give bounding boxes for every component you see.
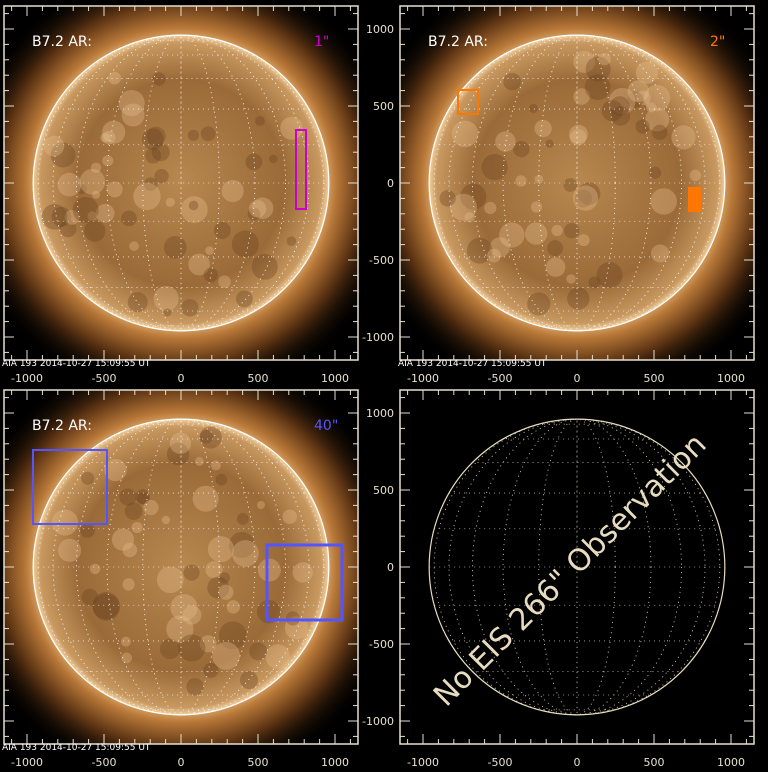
x-tick-label: -1000 (407, 756, 439, 768)
x-tick-label: 1000 (717, 372, 745, 385)
y-tick-label: -1000 (362, 331, 394, 344)
image-footer: AIA 193 2014-10-27 15:09:55 UT (2, 743, 151, 753)
panel-1: -1000 -500 0 500 1000 B7.2 AR: 1" AIA 193 2014-… (0, 0, 403, 405)
x-tick-label: -500 (488, 372, 513, 385)
x-tick-label: 500 (248, 372, 269, 385)
panel-label: B7.2 AR: (428, 34, 488, 50)
x-tick-label: 0 (574, 372, 581, 385)
sun-image (0, 0, 403, 405)
image-footer: AIA 193 2014-10-27 15:09:55 UT (398, 359, 547, 369)
x-tick-label: 500 (644, 372, 665, 385)
y-tick-label: 1000 (366, 23, 394, 36)
x-tick-label: -500 (488, 756, 513, 768)
y-tick-label: 500 (373, 484, 394, 497)
x-tick-label: 0 (178, 372, 185, 385)
panel-label: B7.2 AR: (32, 418, 92, 434)
x-tick-label: -1000 (11, 756, 43, 768)
sun-image (355, 0, 768, 405)
panel-4: -1000 -500 0 500 1000 1000 500 0 -500 -1000 No EIS… (362, 390, 754, 768)
x-tick-label: 1000 (321, 756, 349, 768)
y-tick-label: 500 (373, 100, 394, 113)
x-tick-label: 1000 (717, 756, 745, 768)
x-tick-label: -1000 (407, 372, 439, 385)
x-tick-label: 0 (574, 756, 581, 768)
y-tick-label: -500 (369, 254, 394, 267)
x-tick-label: -500 (92, 372, 117, 385)
resolution-tag: 1" (314, 34, 329, 50)
x-tick-label: 1000 (321, 372, 349, 385)
x-tick-label: 500 (248, 756, 269, 768)
x-tick-label: -500 (92, 756, 117, 768)
resolution-tag: 40" (314, 418, 338, 434)
panel-label: B7.2 AR: (32, 34, 92, 50)
y-tick-label: 1000 (366, 407, 394, 420)
x-tick-label: 500 (644, 756, 665, 768)
x-tick-label: 0 (178, 756, 185, 768)
y-tick-label: -1000 (362, 715, 394, 728)
no-observation-message: No EIS 266" Observation (427, 427, 713, 713)
resolution-tag: 2" (710, 34, 725, 50)
raster-box-filled (688, 187, 701, 212)
image-footer: AIA 193 2014-10-27 15:09:55 UT (2, 359, 151, 369)
x-tick-label: -1000 (11, 372, 43, 385)
y-tick-label: 0 (387, 561, 394, 574)
panel-2: -1000 -500 0 500 1000 1000 500 0 -500 -1000 B7.2 A… (355, 0, 768, 405)
y-tick-label: -500 (369, 638, 394, 651)
y-tick-label: 0 (387, 177, 394, 190)
